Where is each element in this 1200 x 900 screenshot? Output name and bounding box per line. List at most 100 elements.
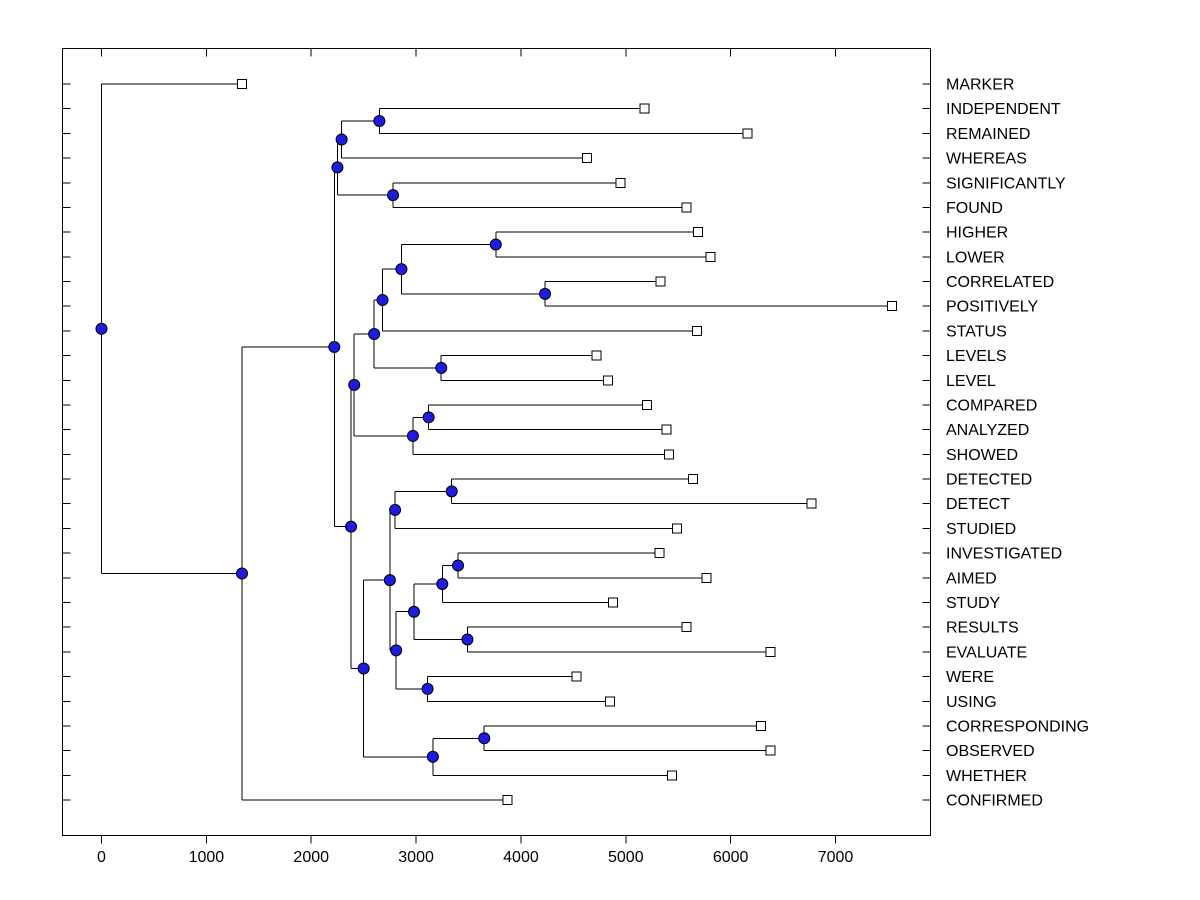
leaf-label: DETECTED xyxy=(946,472,1032,489)
leaf-square-marker xyxy=(641,399,652,410)
leaf-label: WHETHER xyxy=(946,768,1027,785)
leaf-square-marker xyxy=(663,449,674,460)
leaf-square-marker xyxy=(639,103,650,114)
leaf-label: RESULTS xyxy=(946,620,1019,637)
leaf-square-marker xyxy=(582,153,593,164)
leaf-label: AIMED xyxy=(946,570,997,587)
leaf-square-marker xyxy=(742,128,753,139)
leaf-square-marker xyxy=(605,696,616,707)
leaf-square-marker xyxy=(681,202,692,213)
branch-node-circle xyxy=(426,750,439,763)
leaf-square-marker xyxy=(756,720,767,731)
branch-node-circle xyxy=(387,189,400,202)
x-axis-tick-label: 5000 xyxy=(608,849,644,866)
branch-node-circle xyxy=(489,238,502,251)
leaf-label: REMAINED xyxy=(946,126,1030,143)
leaf-square-marker xyxy=(701,572,712,583)
branch-node-circle xyxy=(383,574,396,587)
x-axis-tick-label: 1000 xyxy=(189,849,225,866)
leaf-square-marker xyxy=(591,350,602,361)
branch-node-circle xyxy=(421,682,434,695)
branch-node-circle xyxy=(452,559,465,572)
branch-node-circle xyxy=(478,732,491,745)
leaf-square-marker xyxy=(672,523,683,534)
branch-node-circle xyxy=(422,411,435,424)
branch-node-circle xyxy=(436,577,449,590)
branch-node-circle xyxy=(373,115,386,128)
leaf-square-marker xyxy=(765,646,776,657)
leaf-label: MARKER xyxy=(946,77,1014,94)
leaf-square-marker xyxy=(608,597,619,608)
leaf-label: STUDIED xyxy=(946,521,1016,538)
branch-node-circle xyxy=(435,361,448,374)
x-axis-tick-label: 4000 xyxy=(503,849,539,866)
leaf-label: CORRELATED xyxy=(946,274,1054,291)
leaf-label: LOWER xyxy=(946,249,1005,266)
leaf-square-marker xyxy=(806,498,817,509)
leaf-square-marker xyxy=(502,795,513,806)
branch-node-circle xyxy=(335,133,348,146)
branch-node-circle xyxy=(328,341,341,354)
leaf-square-marker xyxy=(571,671,582,682)
leaf-label: INDEPENDENT xyxy=(946,101,1061,118)
leaf-square-marker xyxy=(602,375,613,386)
branch-node-circle xyxy=(406,429,419,442)
branch-node-circle xyxy=(357,662,370,675)
leaf-square-marker xyxy=(666,770,677,781)
leaf-label: WHEREAS xyxy=(946,151,1027,168)
leaf-label: COMPARED xyxy=(946,397,1037,414)
leaf-label: WERE xyxy=(946,669,994,686)
leaf-square-marker xyxy=(615,177,626,188)
leaf-square-marker xyxy=(681,622,692,633)
leaf-label: FOUND xyxy=(946,200,1003,217)
leaf-label: CORRESPONDING xyxy=(946,718,1089,735)
branch-node-circle xyxy=(331,161,344,174)
leaf-square-marker xyxy=(687,474,698,485)
branch-node-circle xyxy=(390,644,403,657)
plot-box xyxy=(62,48,931,836)
leaf-label: SIGNIFICANTLY xyxy=(946,175,1066,192)
x-axis-tick-label: 7000 xyxy=(818,849,854,866)
branch-node-circle xyxy=(395,263,408,276)
leaf-label: LEVELS xyxy=(946,348,1006,365)
branch-node-circle xyxy=(389,503,402,516)
branch-node-circle xyxy=(461,633,474,646)
leaf-square-marker xyxy=(887,301,898,312)
leaf-label: STUDY xyxy=(946,595,1001,612)
branch-node-circle xyxy=(345,520,358,533)
branch-node-circle xyxy=(348,378,361,391)
leaf-label: CONFIRMED xyxy=(946,793,1043,810)
leaf-label: POSITIVELY xyxy=(946,299,1039,316)
x-axis-tick-label: 3000 xyxy=(398,849,434,866)
leaf-label: LEVEL xyxy=(946,373,996,390)
leaf-label: HIGHER xyxy=(946,225,1008,242)
leaf-square-marker xyxy=(655,276,666,287)
leaf-square-marker xyxy=(237,79,248,89)
leaf-label: DETECT xyxy=(946,496,1010,513)
leaf-label: STATUS xyxy=(946,323,1007,340)
x-axis-tick-label: 6000 xyxy=(713,849,749,866)
leaf-square-marker xyxy=(693,227,704,238)
branch-node-circle xyxy=(407,605,420,618)
leaf-label: SHOWED xyxy=(946,447,1018,464)
leaf-label: INVESTIGATED xyxy=(946,546,1062,563)
branch-node-circle xyxy=(539,287,552,300)
leaf-square-marker xyxy=(765,745,776,756)
branch-node-circle xyxy=(95,322,108,335)
leaf-label: OBSERVED xyxy=(946,743,1035,760)
branch-node-circle xyxy=(376,294,389,307)
branch-node-circle xyxy=(368,327,381,340)
branch-node-circle xyxy=(445,485,458,498)
branch-node-circle xyxy=(236,567,249,580)
leaf-square-marker xyxy=(692,325,703,336)
leaf-label: ANALYZED xyxy=(946,422,1029,439)
leaf-square-marker xyxy=(654,548,665,559)
leaf-label: EVALUATE xyxy=(946,644,1027,661)
x-axis-tick-label: 0 xyxy=(97,849,106,866)
x-axis-tick-label: 2000 xyxy=(293,849,329,866)
leaf-square-marker xyxy=(705,251,716,262)
leaf-square-marker xyxy=(661,424,672,435)
